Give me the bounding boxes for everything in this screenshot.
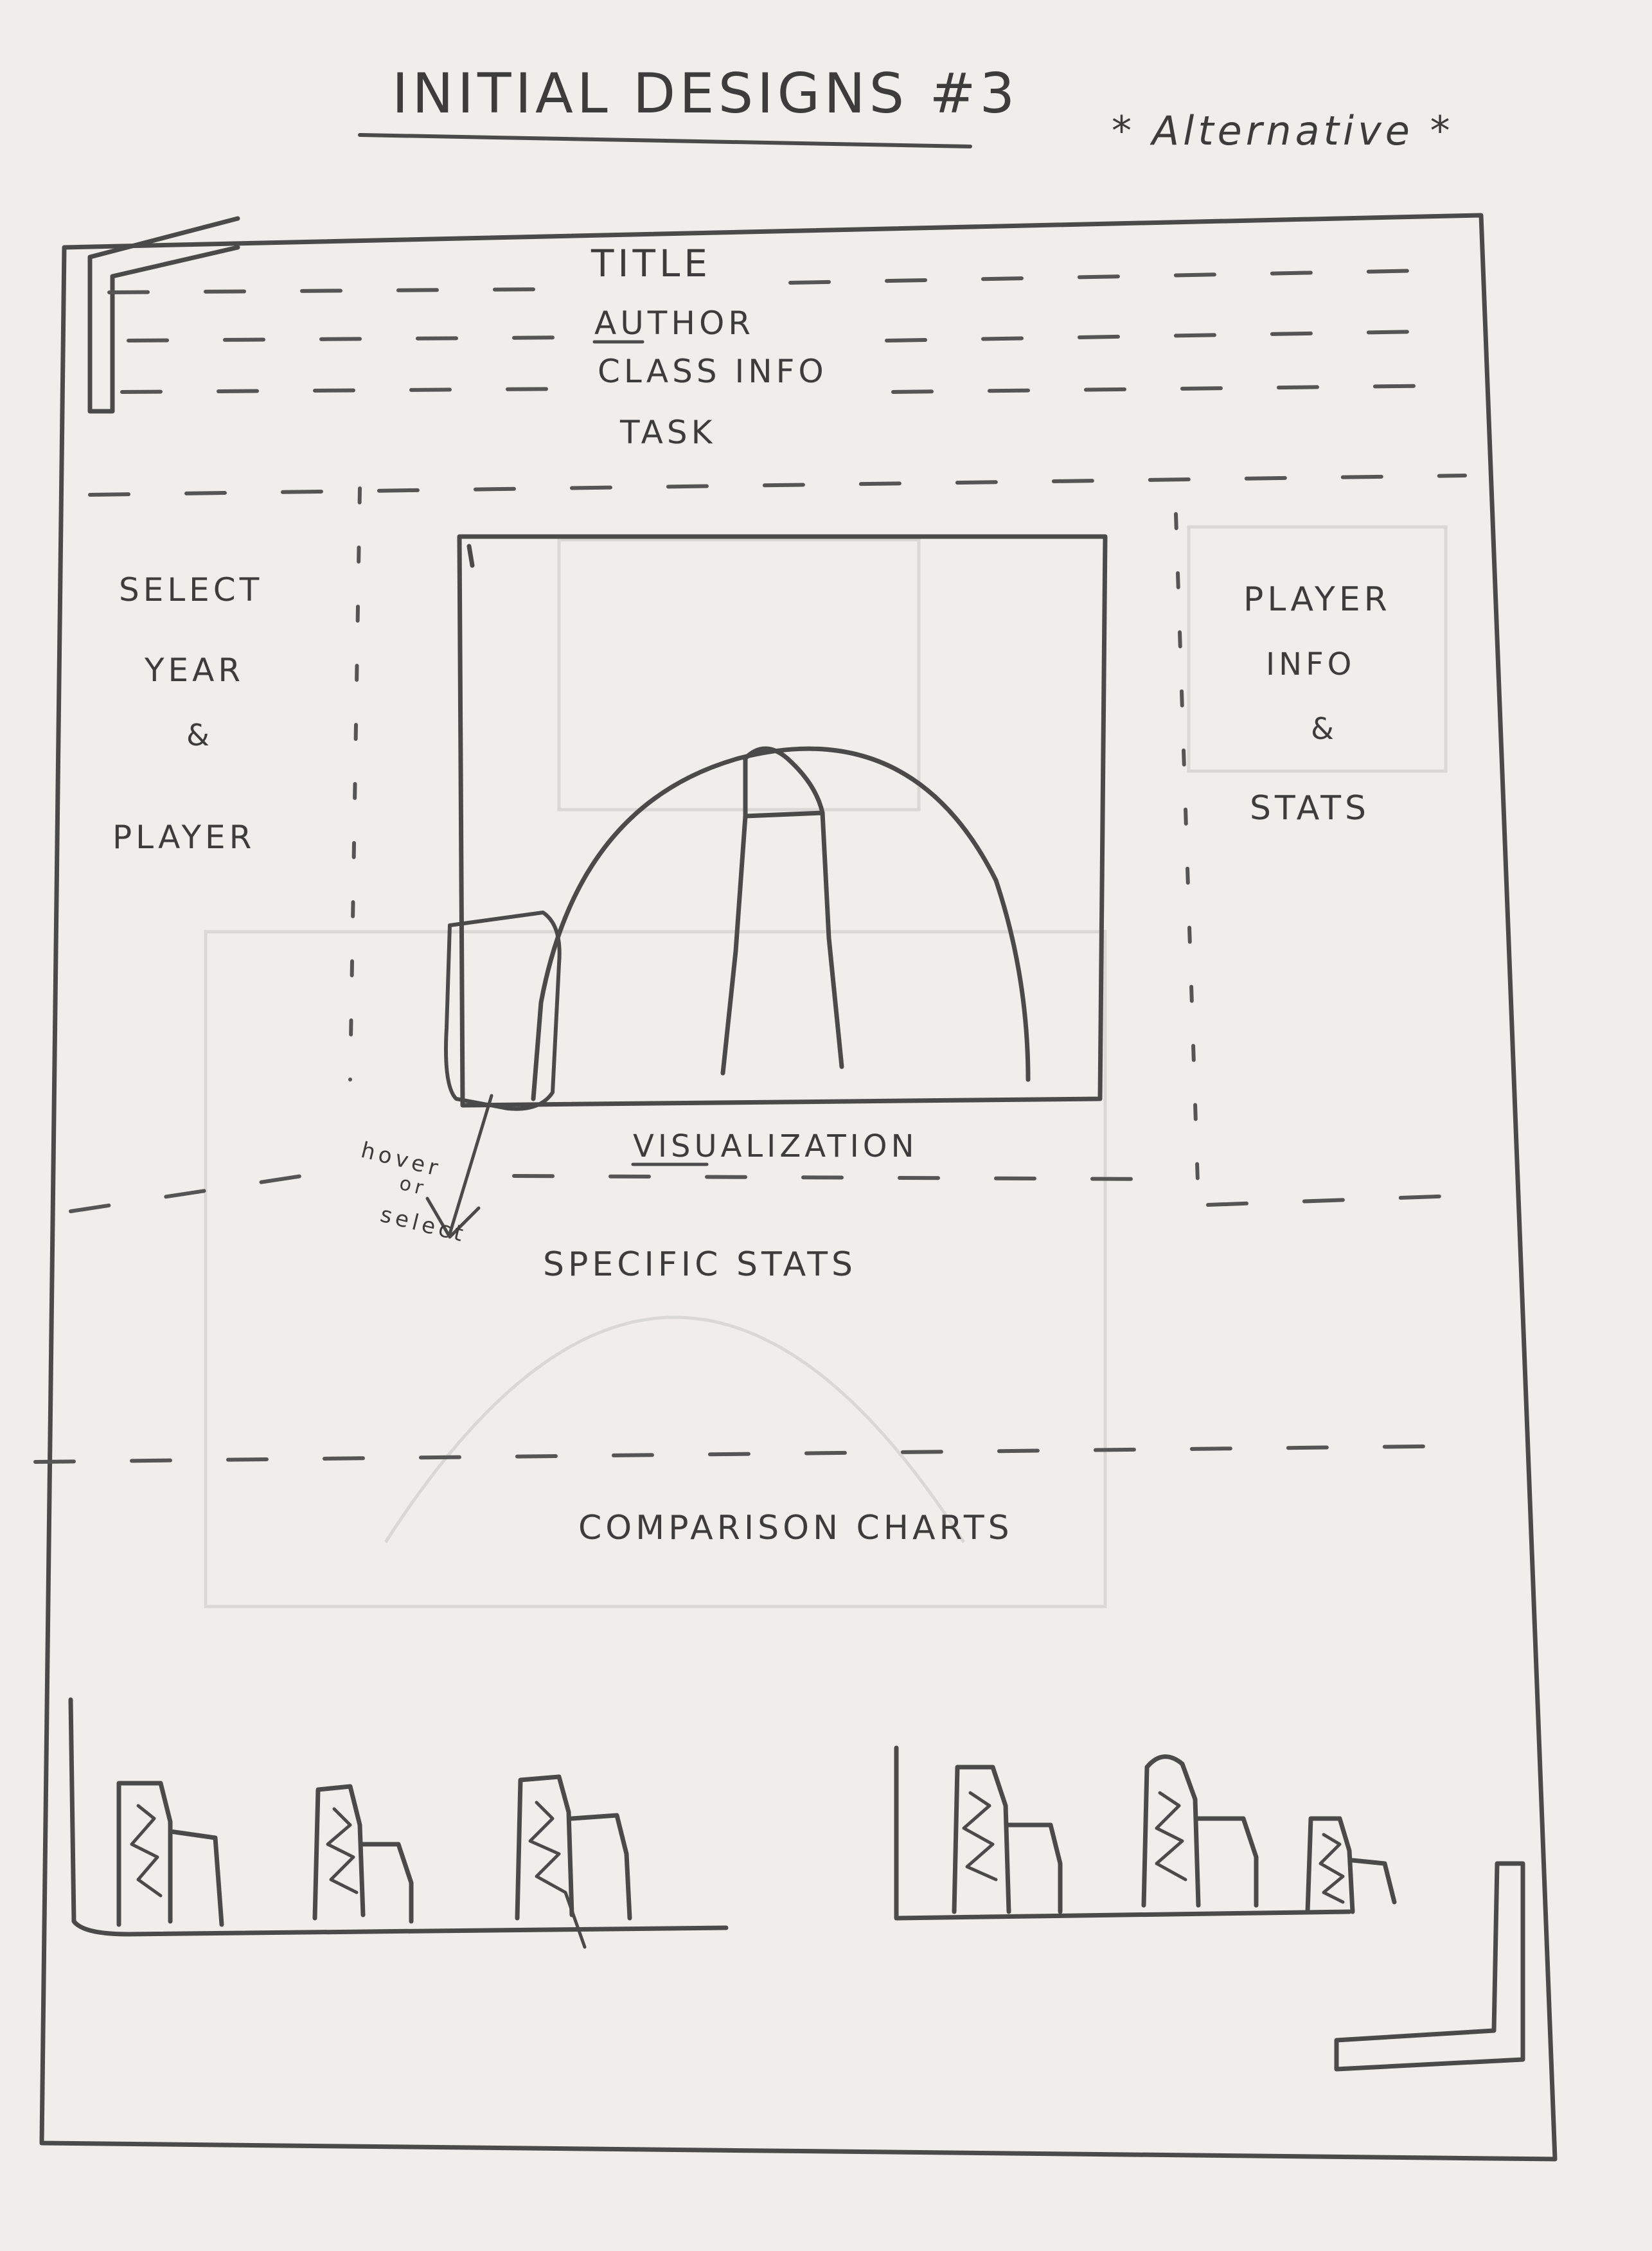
bar-hatch (1155, 1791, 1187, 1882)
corner-bracket-bottom-right (1334, 1861, 1525, 2072)
specific-stats-section: SPECIFIC STATS (33, 1174, 1473, 1464)
chart-right-axes (894, 1745, 1352, 1921)
visualization-label: VISUALIZATION (633, 1128, 918, 1164)
selectable-zone[interactable] (444, 911, 562, 1111)
annotation-select: select (378, 1202, 470, 1248)
header-title: TITLE (591, 242, 711, 285)
left-divider (348, 486, 362, 1081)
header-author: AUTHOR (594, 305, 754, 342)
right-panel: PLAYER INFO & STATS (1243, 580, 1391, 828)
right-amp: & (1311, 711, 1338, 746)
left-amp: & (186, 718, 213, 752)
bar (312, 1784, 414, 1924)
bar (116, 1781, 224, 1927)
comparison-chart-left (68, 1697, 729, 1949)
bar (1141, 1754, 1259, 1908)
right-stats: STATS (1250, 789, 1370, 828)
specific-stats-label: SPECIFIC STATS (543, 1245, 857, 1284)
right-player: PLAYER (1243, 580, 1391, 619)
annotation-arrow (425, 1094, 493, 1239)
page-heading: INITIAL DESIGNS #3 * Alternative * (358, 62, 1454, 154)
corner-bracket-top-left (87, 216, 240, 414)
left-year[interactable]: YEAR (144, 652, 244, 689)
chart-left-bars (116, 1774, 632, 1949)
bar (515, 1774, 632, 1921)
left-player[interactable]: PLAYER (112, 819, 255, 856)
heading-text: INITIAL DESIGNS #3 (392, 62, 1018, 126)
alternative-note: * Alternative * (1112, 107, 1454, 154)
court-arc (531, 746, 1031, 1101)
chart-left-axes (68, 1697, 729, 1937)
left-select[interactable]: SELECT (119, 571, 263, 609)
right-info: INFO (1266, 646, 1355, 682)
header-class-info: CLASS INFO (598, 353, 828, 390)
header-section: TITLE AUTHOR CLASS INFO TASK (88, 242, 1467, 497)
chart-right-bars (952, 1754, 1397, 1914)
court-frame (457, 534, 1108, 1108)
bar-hatch (326, 1807, 359, 1894)
bar-hatch (528, 1801, 587, 1949)
bar-hatch (1319, 1833, 1345, 1904)
left-panel: SELECT YEAR & PLAYER (112, 571, 263, 856)
comparison-charts-section: COMPARISON CHARTS (68, 1509, 1397, 1949)
bar-hatch (962, 1791, 998, 1882)
bar (1305, 1816, 1397, 1914)
court-key (720, 810, 844, 1076)
paper-bleed-through (204, 525, 1448, 1608)
header-task: TASK (619, 414, 716, 451)
visualization-panel: VISUALIZATION hover or select (359, 534, 1108, 1248)
comparison-charts-label: COMPARISON CHARTS (578, 1509, 1013, 1547)
free-throw-arc (743, 746, 825, 819)
comparison-chart-right (894, 1745, 1397, 1921)
outer-frame (39, 213, 1558, 2162)
bar (952, 1765, 1063, 1914)
bar-hatch (130, 1804, 163, 1898)
